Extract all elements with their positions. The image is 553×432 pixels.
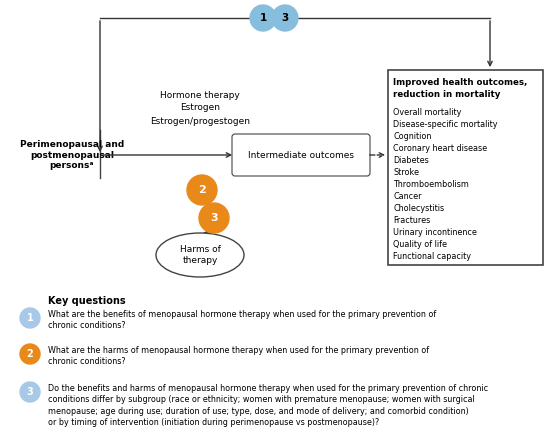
Circle shape <box>20 382 40 402</box>
Text: 3: 3 <box>210 213 218 223</box>
FancyBboxPatch shape <box>232 134 370 176</box>
Circle shape <box>20 344 40 364</box>
Circle shape <box>199 203 229 233</box>
Text: What are the harms of menopausal hormone therapy when used for the primary preve: What are the harms of menopausal hormone… <box>48 346 429 366</box>
Text: Coronary heart disease: Coronary heart disease <box>393 144 487 153</box>
Text: Estrogen/progestogen: Estrogen/progestogen <box>150 117 250 126</box>
Text: Fractures: Fractures <box>393 216 430 225</box>
Circle shape <box>250 5 276 31</box>
Circle shape <box>187 175 217 205</box>
Ellipse shape <box>156 233 244 277</box>
Text: Overall mortality: Overall mortality <box>393 108 461 117</box>
Text: 1: 1 <box>259 13 267 23</box>
Text: Intermediate outcomes: Intermediate outcomes <box>248 150 354 159</box>
Text: Urinary incontinence: Urinary incontinence <box>393 228 477 237</box>
Text: Diabetes: Diabetes <box>393 156 429 165</box>
Text: Cholecystitis: Cholecystitis <box>393 204 444 213</box>
Text: Estrogen: Estrogen <box>180 104 220 112</box>
Text: Stroke: Stroke <box>393 168 419 177</box>
Text: Harms of
therapy: Harms of therapy <box>180 245 221 265</box>
Text: Perimenopausal and
postmenopausal
personsᵃ: Perimenopausal and postmenopausal person… <box>20 140 124 170</box>
Text: Improved health outcomes,
reduction in mortality: Improved health outcomes, reduction in m… <box>393 78 528 99</box>
Text: 3: 3 <box>27 387 33 397</box>
Text: Do the benefits and harms of menopausal hormone therapy when used for the primar: Do the benefits and harms of menopausal … <box>48 384 488 427</box>
Text: 3: 3 <box>281 13 289 23</box>
Text: Thromboembolism: Thromboembolism <box>393 180 469 189</box>
Text: 2: 2 <box>27 349 33 359</box>
Text: Key questions: Key questions <box>48 296 126 306</box>
Text: 1: 1 <box>27 313 33 323</box>
Circle shape <box>20 308 40 328</box>
Text: Functional capacity: Functional capacity <box>393 252 471 261</box>
Bar <box>388 70 543 265</box>
Text: Quality of life: Quality of life <box>393 240 447 249</box>
Text: Cognition: Cognition <box>393 132 431 141</box>
Text: 2: 2 <box>198 185 206 195</box>
Text: Disease-specific mortality: Disease-specific mortality <box>393 120 498 129</box>
Text: Hormone therapy: Hormone therapy <box>160 90 240 99</box>
Text: Cancer: Cancer <box>393 192 421 201</box>
Text: What are the benefits of menopausal hormone therapy when used for the primary pr: What are the benefits of menopausal horm… <box>48 310 436 330</box>
Circle shape <box>272 5 298 31</box>
